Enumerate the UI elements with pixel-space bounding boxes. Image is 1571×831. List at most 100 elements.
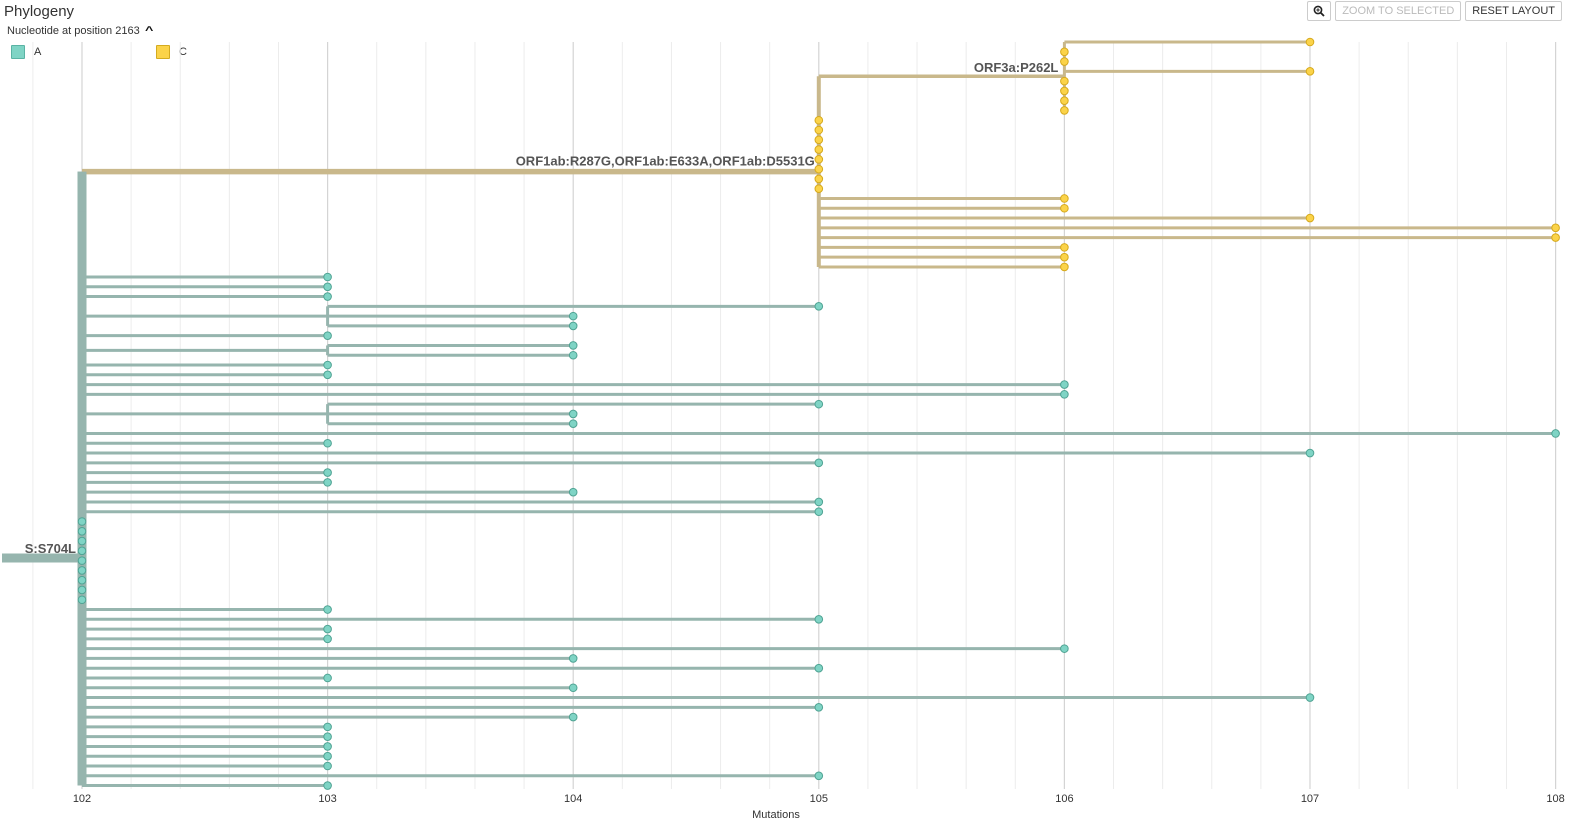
legend-label-c: C	[179, 46, 187, 58]
tip-a	[77, 566, 87, 575]
tip-c	[1305, 67, 1315, 76]
tip-a	[323, 331, 332, 340]
tip-a	[323, 722, 332, 732]
axis-tick-label: 107	[1301, 793, 1319, 805]
tip-a	[814, 771, 824, 781]
zoom-button[interactable]	[1307, 1, 1332, 21]
tip-a	[77, 526, 87, 536]
legend-swatch-a	[11, 45, 25, 59]
tip-c	[1060, 96, 1069, 105]
tip-a	[814, 663, 824, 673]
tip-a	[568, 311, 578, 321]
tip-a	[814, 507, 824, 517]
magnifier-icon	[1313, 5, 1325, 17]
color-by-label: Nucleotide at position 2163	[7, 25, 140, 37]
subclade-mutation-label: ORF3a:P262L	[974, 60, 1059, 75]
tip-a	[568, 487, 578, 497]
tip-a	[323, 742, 332, 751]
tip-c	[1305, 37, 1315, 47]
tip-a	[323, 781, 332, 790]
tip-c	[1551, 223, 1560, 233]
tip-c	[814, 155, 824, 164]
root-mutation-label: S:S704L	[25, 541, 76, 556]
axis-tick-label: 103	[318, 793, 336, 805]
tip-a	[1060, 390, 1069, 399]
tip-c	[1060, 57, 1069, 66]
tip-a	[323, 732, 332, 741]
tip-a	[77, 585, 87, 595]
tip-a	[323, 370, 332, 380]
zoom-to-selected-button[interactable]: ZOOM TO SELECTED	[1335, 1, 1462, 21]
tip-a	[323, 438, 332, 448]
tip-c	[1060, 47, 1069, 57]
branch-labels: S:S704L ORF1ab:R287G,ORF1ab:E633A,ORF1ab:…	[25, 60, 1059, 556]
tip-a	[77, 517, 87, 526]
tip-c	[814, 135, 824, 145]
tip-a	[1551, 429, 1560, 438]
tip-a	[77, 575, 87, 585]
tip-a	[568, 419, 578, 429]
tree-branches	[2, 40, 1556, 788]
tip-c	[814, 174, 824, 184]
tip-a	[323, 761, 332, 771]
tree-tips	[77, 37, 1560, 790]
tip-c	[1060, 243, 1069, 252]
tip-a	[568, 341, 578, 350]
clade-c-mutation-label: ORF1ab:R287G,ORF1ab:E633A,ORF1ab:D5531G	[516, 154, 815, 169]
reset-layout-button[interactable]: RESET LAYOUT	[1465, 1, 1562, 21]
tip-a	[77, 595, 87, 605]
tip-a	[568, 321, 578, 331]
tip-a	[323, 673, 332, 683]
tip-c	[814, 145, 824, 154]
x-axis: 102 103 104 105 106 107 108 Mutations	[73, 793, 1565, 821]
color-by-selector[interactable]: Nucleotide at position 2163 ^	[7, 25, 154, 37]
tip-a	[1060, 380, 1069, 389]
tip-a	[1060, 644, 1069, 653]
tip-c	[1060, 252, 1069, 262]
tip-a	[77, 546, 87, 556]
tip-c	[1060, 262, 1069, 272]
tip-a	[814, 302, 824, 311]
tip-a	[77, 556, 87, 565]
tree-toolbar: ZOOM TO SELECTED RESET LAYOUT	[1307, 1, 1562, 21]
tip-a	[323, 624, 332, 634]
tip-a	[814, 458, 824, 468]
tip-c	[814, 164, 824, 174]
tip-a	[1305, 448, 1315, 458]
tip-a	[814, 615, 824, 624]
tip-a	[814, 497, 824, 507]
tip-a	[323, 634, 332, 644]
panel-title: Phylogeny	[4, 3, 75, 20]
axis-tick-label: 102	[73, 793, 91, 805]
tip-a	[323, 272, 332, 282]
tip-a	[568, 350, 578, 360]
tip-a	[77, 536, 87, 546]
tip-a	[568, 409, 578, 419]
tip-c	[1060, 86, 1069, 96]
tip-c	[1060, 76, 1069, 86]
tip-a	[323, 282, 332, 292]
axis-tick-label: 108	[1546, 793, 1564, 805]
axis-tick-label: 106	[1055, 793, 1073, 805]
tip-a	[568, 712, 578, 722]
tip-a	[323, 605, 332, 614]
axis-tick-label: 104	[564, 793, 582, 805]
tip-a	[323, 360, 332, 370]
tip-c	[814, 184, 824, 193]
tip-a	[568, 683, 578, 693]
chevron-up-icon[interactable]: ^	[144, 25, 154, 37]
tip-a	[323, 292, 332, 301]
legend-item-c[interactable]: C	[156, 45, 187, 59]
tip-c	[814, 125, 824, 135]
tip-a	[323, 478, 332, 487]
tip-c	[1060, 194, 1069, 203]
tip-a	[814, 703, 824, 712]
tip-a	[568, 654, 578, 663]
tip-c	[1551, 233, 1560, 242]
legend-item-a[interactable]: A	[11, 45, 41, 59]
legend-swatch-c	[156, 45, 170, 59]
tip-a	[1305, 693, 1315, 702]
tip-a	[323, 468, 332, 477]
axis-tick-label: 105	[810, 793, 828, 805]
